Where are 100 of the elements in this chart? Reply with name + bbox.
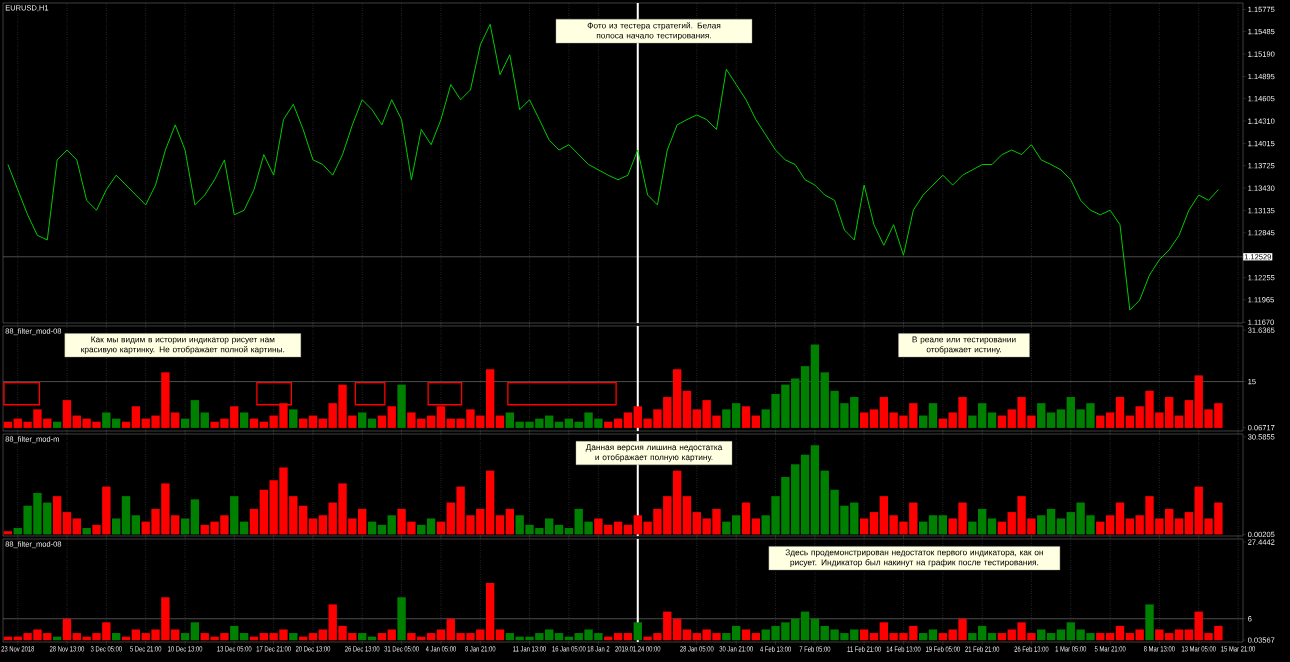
- bar: [62, 400, 72, 428]
- bar: [633, 622, 642, 641]
- bar: [613, 521, 623, 535]
- bar: [52, 421, 62, 428]
- bar: [1096, 633, 1105, 641]
- bar: [613, 633, 623, 641]
- bar: [3, 421, 13, 428]
- bar: [190, 400, 200, 428]
- bar: [112, 518, 121, 535]
- bar: [613, 418, 623, 428]
- bar: [436, 629, 446, 641]
- bar: [1115, 502, 1125, 535]
- bar: [800, 366, 810, 428]
- bar: [121, 421, 131, 428]
- bar: [623, 524, 633, 535]
- bar: [672, 618, 682, 641]
- bar: [180, 633, 190, 641]
- bar: [800, 454, 810, 535]
- bar: [928, 403, 938, 428]
- bar: [987, 633, 997, 641]
- bar: [289, 409, 298, 428]
- bar: [52, 496, 62, 535]
- bar: [1184, 512, 1194, 535]
- bar: [377, 415, 387, 428]
- bar: [377, 524, 387, 535]
- bar: [239, 521, 249, 535]
- bar: [367, 418, 377, 428]
- bar: [928, 515, 938, 535]
- annotation: В реале или тестировании отображает истину.: [912, 336, 1016, 354]
- bar: [318, 629, 328, 641]
- bar: [859, 629, 869, 641]
- bar: [180, 518, 190, 535]
- bar: [397, 597, 406, 641]
- bar: [869, 512, 879, 535]
- bar: [397, 384, 406, 428]
- bar: [1046, 633, 1056, 641]
- bar: [436, 521, 446, 535]
- bar: [249, 418, 259, 428]
- bar: [426, 518, 436, 535]
- bar: [554, 633, 564, 641]
- bar: [387, 629, 396, 641]
- bar: [131, 629, 141, 641]
- bar: [741, 406, 751, 428]
- bar: [180, 418, 190, 428]
- bar: [672, 369, 682, 428]
- bar: [1184, 629, 1194, 641]
- bar: [1174, 518, 1184, 535]
- bar: [672, 470, 682, 535]
- bar: [1105, 633, 1115, 641]
- bar: [62, 618, 72, 641]
- bar: [800, 611, 810, 641]
- bar: [1174, 415, 1184, 428]
- bar: [249, 508, 259, 535]
- bar: [1056, 629, 1066, 641]
- bar: [417, 524, 426, 535]
- bar: [938, 515, 948, 535]
- bar: [987, 518, 997, 535]
- bar: [564, 528, 574, 535]
- bar: [318, 418, 328, 428]
- bar: [1037, 403, 1046, 428]
- bar: [190, 622, 200, 641]
- bar: [751, 633, 761, 641]
- bar: [485, 369, 495, 428]
- bar: [564, 418, 574, 428]
- bar: [387, 406, 396, 428]
- bar: [859, 518, 869, 535]
- bar: [82, 528, 91, 535]
- bar: [1096, 521, 1105, 535]
- bar: [72, 518, 81, 535]
- bar: [918, 521, 928, 535]
- bar: [751, 415, 761, 428]
- bar: [426, 415, 436, 428]
- bar: [682, 629, 692, 641]
- bar: [1046, 412, 1056, 428]
- bar: [200, 412, 209, 428]
- bar: [682, 496, 692, 535]
- bar: [623, 412, 633, 428]
- bar: [623, 633, 633, 641]
- bar: [1115, 397, 1125, 428]
- bar: [1096, 415, 1105, 428]
- bar: [131, 406, 141, 428]
- bar: [367, 521, 377, 535]
- bar: [358, 633, 367, 641]
- bar: [239, 633, 249, 641]
- bar: [112, 633, 121, 641]
- bar: [318, 515, 328, 535]
- bar: [1105, 412, 1115, 428]
- annotation: Фото из тестера стратегий. Белая полоса начало тестирования.: [587, 22, 721, 41]
- bar: [505, 508, 515, 535]
- bar: [1046, 508, 1056, 535]
- bar: [387, 515, 396, 535]
- bar: [230, 496, 239, 535]
- bar: [987, 412, 997, 428]
- bar: [298, 418, 308, 428]
- bar: [1145, 604, 1154, 641]
- bar: [308, 633, 318, 641]
- annotation: Здесь продемонстрирован недостаток первого индикатора, как он рисует. Индикатор был накинут на график после тестирования.: [785, 549, 1043, 567]
- bar: [741, 502, 751, 535]
- bar: [869, 409, 879, 428]
- annotation: Данная версия лишина недостатка и отображает полную картину.: [585, 444, 723, 462]
